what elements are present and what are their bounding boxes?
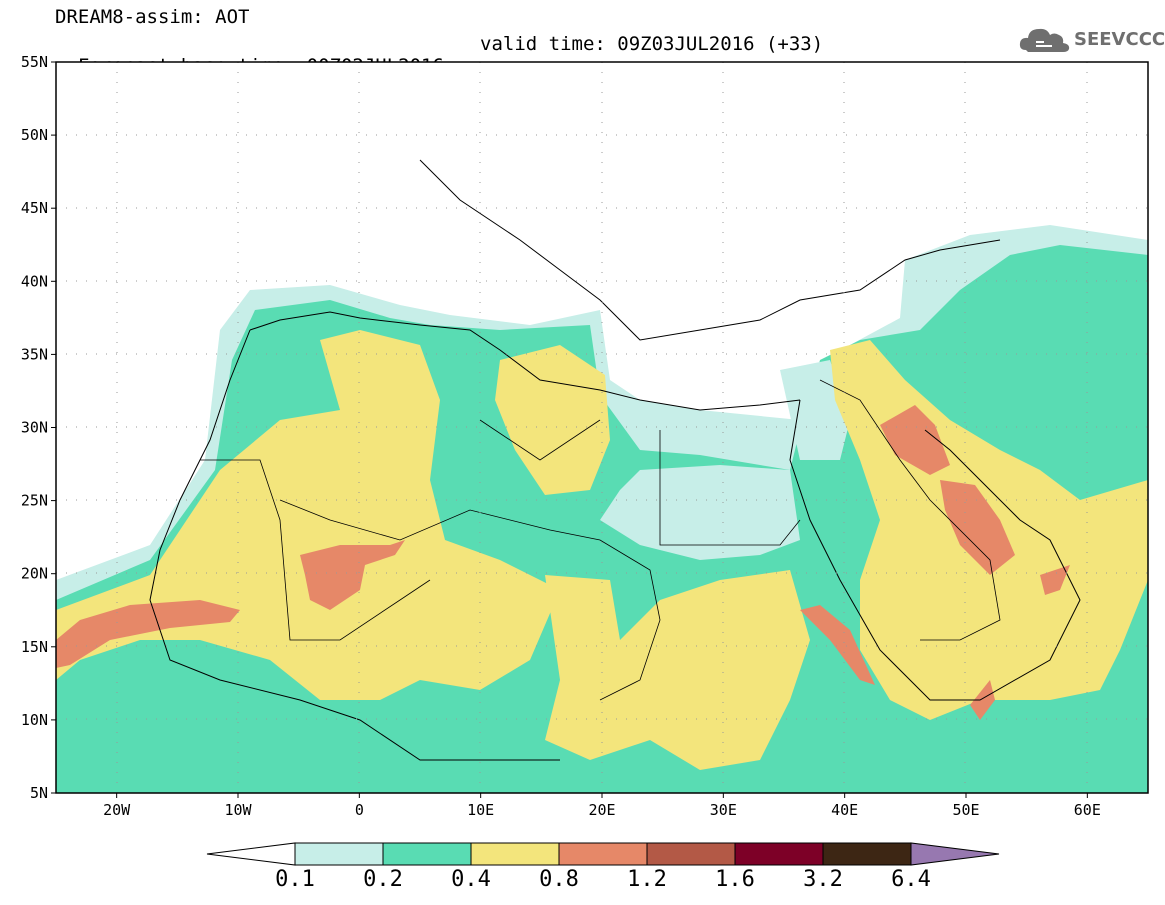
coastlines: [149, 159, 1081, 761]
aot-field-0.1-egypt: [600, 465, 800, 560]
colorbar-label: 1.6: [715, 867, 755, 892]
y-tick-label: 45N: [21, 199, 48, 217]
x-tick-label: 30E: [710, 801, 737, 819]
aot-field-0.8-iraq: [880, 405, 950, 475]
y-tick-label: 35N: [21, 345, 48, 363]
colorbar-swatch: [822, 842, 912, 866]
cloud-icon: [1019, 28, 1070, 52]
aot-field-0.8-mali: [300, 540, 405, 610]
colorbar-under-arrow: [206, 842, 296, 866]
x-tick-label: 10E: [467, 801, 494, 819]
aot-field-0.4-central: [545, 570, 810, 770]
colorbar-swatch: [382, 842, 472, 866]
graticule: [56, 62, 1148, 793]
aot-field-0.4-libya: [495, 345, 610, 495]
y-tick-label: 30N: [21, 419, 48, 437]
aot-field-0.8-ethiopia: [970, 680, 995, 720]
seevccc-logo: SEEVCCC: [1018, 24, 1165, 54]
colorbar-swatch: [294, 842, 384, 866]
colorbar-label: 0.8: [539, 867, 579, 892]
x-tick-label: 50E: [952, 801, 979, 819]
aot-field-0.8-saudi: [940, 480, 1015, 575]
x-tick-label: 0: [355, 801, 364, 819]
y-axis: 55N 50N 45N 40N 35N 30N 25N 20N 15N 10N 5N: [21, 53, 56, 802]
colorbar-label: 3.2: [803, 867, 843, 892]
colorbar-swatch: [646, 842, 736, 866]
logo-text: SEEVCCC: [1074, 29, 1165, 50]
aot-field-0.8-redsea: [800, 605, 875, 685]
x-tick-label: 20E: [588, 801, 615, 819]
map-title: DREAM8-assim: AOT: [55, 6, 250, 28]
y-tick-label: 15N: [21, 638, 48, 656]
y-tick-label: 10N: [21, 711, 48, 729]
x-tick-label: 20W: [103, 801, 131, 819]
x-tick-label: 60E: [1074, 801, 1101, 819]
colorbar-label: 0.2: [363, 867, 403, 892]
y-tick-label: 5N: [30, 784, 48, 802]
aot-field-0.8-atlantic: [56, 600, 240, 668]
x-tick-label: 10W: [224, 801, 252, 819]
y-tick-label: 25N: [21, 492, 48, 510]
colorbar-swatch: [558, 842, 648, 866]
x-axis: 20W 10W 0 10E 20E 30E 40E 50E 60E: [103, 793, 1101, 819]
borders: [200, 379, 1001, 701]
colorbar-swatch: [470, 842, 560, 866]
colorbar-swatch: [734, 842, 824, 866]
colorbar-label: 0.1: [275, 867, 315, 892]
colorbar: [206, 842, 1000, 866]
y-tick-label: 50N: [21, 126, 48, 144]
colorbar-label: 0.4: [451, 867, 491, 892]
valid-time: valid time: 09Z03JUL2016 (+33): [480, 33, 824, 55]
aot-field-0.1-levant: [780, 360, 850, 460]
aot-field-0.8-oman: [1040, 565, 1070, 595]
y-tick-label: 20N: [21, 565, 48, 583]
x-tick-label: 40E: [831, 801, 858, 819]
colorbar-label: 6.4: [891, 867, 931, 892]
map-fields: [56, 62, 1148, 793]
y-tick-label: 40N: [21, 272, 48, 290]
colorbar-label: 1.2: [627, 867, 667, 892]
colorbar-over-arrow: [910, 842, 1000, 866]
y-tick-label: 55N: [21, 53, 48, 71]
